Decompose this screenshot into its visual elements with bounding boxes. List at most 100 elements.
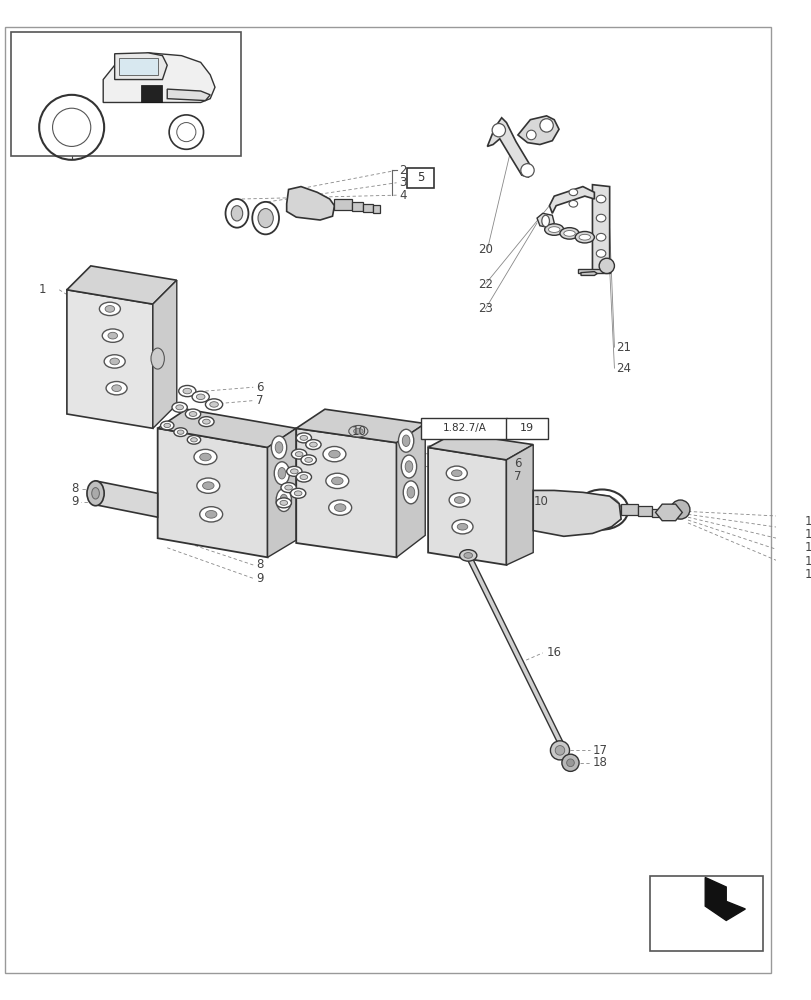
Ellipse shape (172, 402, 187, 412)
Ellipse shape (205, 399, 222, 410)
Circle shape (491, 124, 505, 137)
Ellipse shape (290, 469, 298, 474)
Ellipse shape (457, 523, 467, 530)
Ellipse shape (194, 449, 217, 465)
Polygon shape (536, 213, 554, 228)
Ellipse shape (196, 394, 204, 400)
Ellipse shape (92, 488, 99, 499)
Ellipse shape (541, 215, 549, 227)
Ellipse shape (459, 550, 476, 561)
Ellipse shape (300, 435, 307, 440)
Ellipse shape (112, 385, 121, 392)
Bar (11, 32, 241, 156)
Bar (141, 85, 162, 102)
Polygon shape (577, 269, 609, 273)
Ellipse shape (448, 493, 470, 507)
Text: 4: 4 (399, 189, 406, 202)
Text: 21: 21 (616, 341, 631, 354)
Ellipse shape (323, 446, 345, 462)
Ellipse shape (178, 385, 195, 397)
Bar (334, 199, 351, 210)
Text: 2: 2 (399, 164, 406, 177)
Polygon shape (96, 481, 157, 517)
Bar (351, 202, 363, 211)
Bar (119, 58, 157, 75)
Polygon shape (67, 266, 177, 304)
Ellipse shape (398, 429, 414, 452)
Text: 19: 19 (519, 423, 533, 433)
Text: 7: 7 (255, 394, 264, 407)
Ellipse shape (281, 483, 296, 493)
Ellipse shape (309, 442, 317, 447)
Ellipse shape (274, 462, 290, 485)
Ellipse shape (401, 455, 416, 478)
Polygon shape (114, 53, 167, 80)
Polygon shape (592, 185, 609, 273)
Circle shape (555, 746, 564, 755)
Polygon shape (396, 424, 425, 557)
Ellipse shape (403, 481, 418, 504)
Ellipse shape (570, 506, 579, 513)
Polygon shape (152, 280, 177, 428)
Ellipse shape (451, 470, 461, 477)
Text: 1: 1 (38, 283, 45, 296)
Text: 12: 12 (804, 541, 811, 554)
Ellipse shape (189, 412, 196, 416)
Ellipse shape (574, 231, 594, 243)
Polygon shape (549, 187, 594, 213)
Bar (662, 511, 670, 518)
Ellipse shape (294, 491, 302, 496)
Ellipse shape (296, 472, 311, 482)
Ellipse shape (405, 461, 412, 472)
Ellipse shape (174, 428, 187, 437)
Ellipse shape (276, 489, 291, 511)
Ellipse shape (295, 452, 303, 457)
Text: 17: 17 (592, 744, 607, 757)
Ellipse shape (277, 468, 285, 479)
Ellipse shape (199, 417, 214, 427)
Ellipse shape (200, 507, 222, 522)
Circle shape (599, 258, 614, 274)
Ellipse shape (328, 450, 340, 458)
Ellipse shape (560, 228, 578, 239)
Ellipse shape (401, 435, 410, 446)
Ellipse shape (225, 199, 248, 228)
Text: 15: 15 (804, 568, 811, 581)
Polygon shape (167, 89, 210, 101)
Text: 1.82.7/A: 1.82.7/A (442, 423, 486, 433)
Ellipse shape (328, 500, 351, 515)
Polygon shape (157, 409, 296, 447)
Ellipse shape (202, 419, 210, 424)
Ellipse shape (575, 489, 628, 530)
Ellipse shape (161, 421, 174, 430)
Ellipse shape (196, 478, 220, 493)
Ellipse shape (325, 473, 349, 489)
Ellipse shape (205, 511, 217, 518)
Ellipse shape (106, 382, 127, 395)
Bar (637, 506, 651, 516)
Ellipse shape (569, 189, 577, 196)
Ellipse shape (544, 224, 563, 235)
Ellipse shape (300, 475, 307, 480)
Ellipse shape (151, 348, 164, 369)
Ellipse shape (105, 306, 114, 312)
Ellipse shape (454, 497, 465, 503)
Ellipse shape (334, 504, 345, 511)
Bar (372, 205, 380, 213)
Polygon shape (654, 504, 681, 521)
Ellipse shape (102, 329, 123, 342)
Text: 10: 10 (533, 495, 547, 508)
Ellipse shape (202, 482, 214, 489)
Ellipse shape (104, 355, 125, 368)
Polygon shape (533, 490, 620, 536)
Bar (651, 509, 662, 517)
Ellipse shape (306, 440, 320, 450)
Text: 9: 9 (71, 495, 78, 508)
Ellipse shape (452, 520, 473, 534)
Circle shape (539, 119, 552, 132)
Text: 8: 8 (71, 482, 78, 495)
Ellipse shape (331, 477, 342, 485)
Circle shape (670, 500, 689, 519)
Ellipse shape (565, 502, 584, 517)
Text: 3: 3 (399, 176, 406, 189)
